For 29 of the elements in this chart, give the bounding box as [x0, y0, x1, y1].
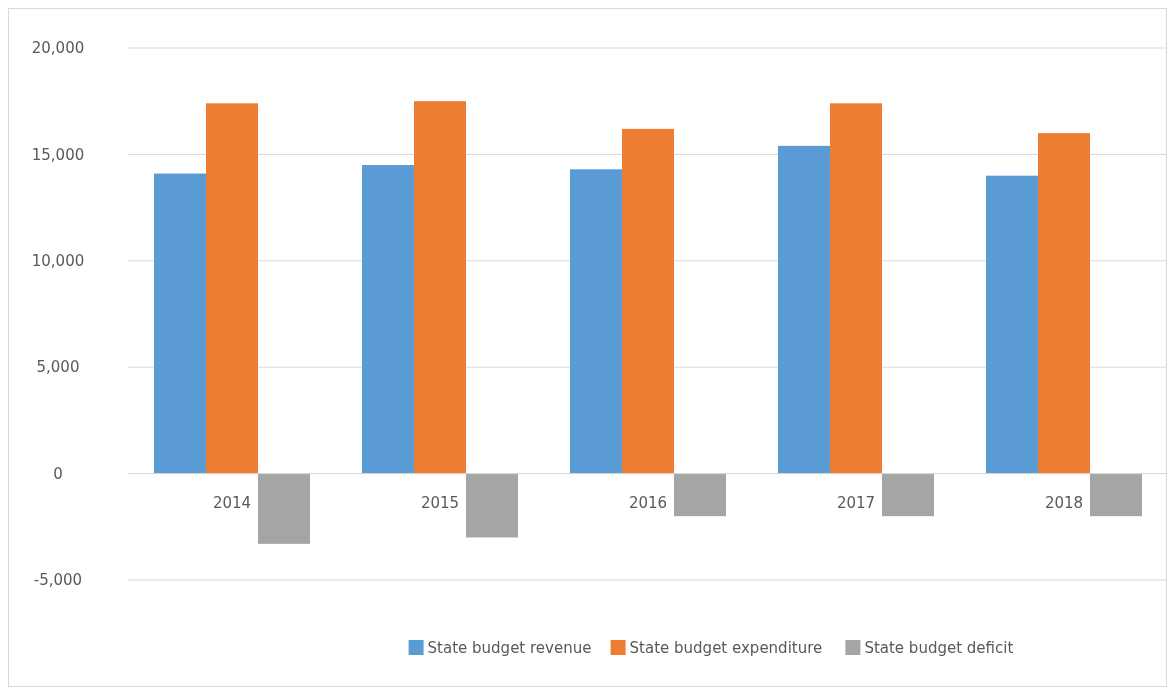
- bar: [466, 473, 518, 538]
- bar: [986, 175, 1038, 474]
- y-tick-label: -5,000: [33, 571, 83, 590]
- bar: [622, 128, 674, 474]
- y-tick-label: 10,000: [31, 252, 85, 271]
- bar: [570, 169, 622, 474]
- legend-label: State budget expenditure: [629, 639, 823, 658]
- y-tick-label: 5,000: [36, 358, 80, 377]
- y-tick-label: 0: [53, 464, 63, 483]
- x-tick-label: 2018: [1044, 493, 1084, 512]
- legend-label: State budget revenue: [427, 639, 592, 658]
- x-tick-label: 2015: [420, 493, 460, 512]
- bar: [882, 473, 934, 517]
- y-tick-label: 15,000: [31, 145, 85, 164]
- x-tick-label: 2017: [836, 493, 876, 512]
- bar: [830, 103, 882, 474]
- x-tick-label: 2016: [628, 493, 668, 512]
- bar: [206, 103, 258, 474]
- bar: [362, 165, 414, 474]
- legend-label: State budget deficit: [864, 639, 1014, 658]
- y-tick-label: 20,000: [31, 39, 85, 58]
- bar: [258, 473, 310, 544]
- bar: [778, 145, 830, 474]
- bar: [1038, 133, 1090, 474]
- bar: [1090, 473, 1142, 517]
- bar: [674, 473, 726, 517]
- x-tick-label: 2014: [212, 493, 252, 512]
- bar: [154, 173, 206, 474]
- bar: [414, 101, 466, 474]
